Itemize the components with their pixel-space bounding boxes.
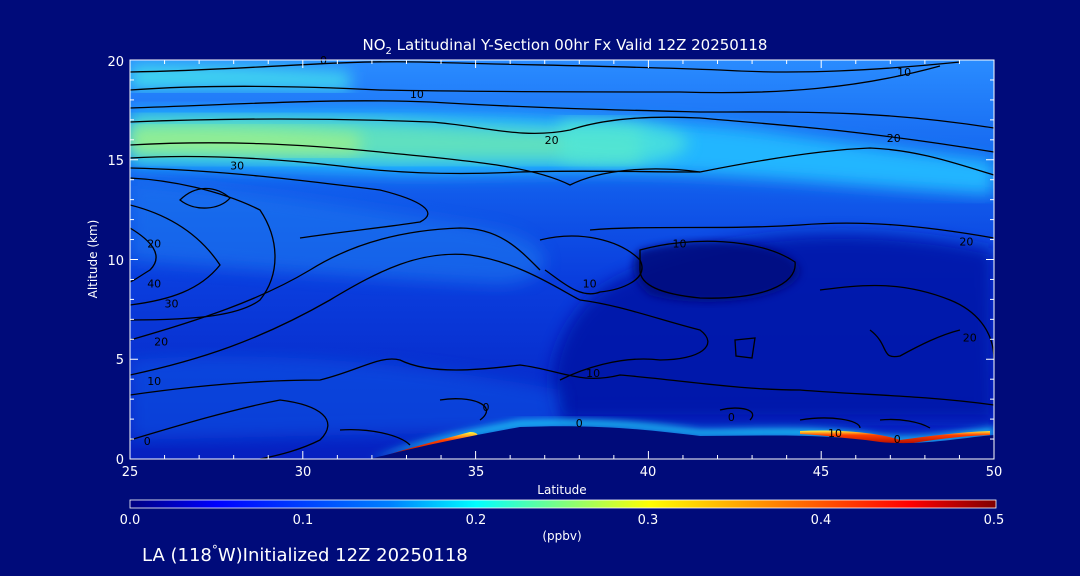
contour-line bbox=[130, 167, 429, 239]
contour-label: 20 bbox=[147, 238, 161, 251]
contour-line bbox=[130, 155, 701, 175]
contour-line bbox=[719, 407, 754, 421]
colorbar-tick-label: 0.5 bbox=[984, 513, 1005, 528]
y-tick-label: 10 bbox=[107, 254, 124, 269]
contour-label: 20 bbox=[963, 331, 977, 344]
contour-line bbox=[339, 429, 411, 446]
x-tick-label: 35 bbox=[468, 465, 485, 480]
x-tick-label: 45 bbox=[813, 465, 830, 480]
colorbar-gradient bbox=[129, 499, 997, 509]
contour-label: 20 bbox=[154, 335, 168, 348]
contour-line bbox=[130, 204, 221, 306]
contour-label: 10 bbox=[673, 238, 687, 251]
contour-line bbox=[130, 227, 157, 283]
colorbar-tick-label: 0.1 bbox=[293, 513, 314, 528]
y-tick-label: 20 bbox=[107, 55, 124, 70]
contour-label: 20 bbox=[887, 132, 901, 145]
y-tick-label: 5 bbox=[116, 353, 124, 368]
contour-label: 40 bbox=[147, 277, 161, 290]
contour-line bbox=[130, 100, 994, 129]
contour-line bbox=[130, 177, 276, 321]
contour-label: 0 bbox=[894, 433, 901, 446]
contour-label: 10 bbox=[897, 66, 911, 79]
contour-line bbox=[130, 65, 941, 94]
contour-line bbox=[130, 358, 994, 406]
contour-label: 20 bbox=[545, 134, 559, 147]
contour-label: 10 bbox=[410, 88, 424, 101]
contour-label: 10 bbox=[586, 367, 600, 380]
contour-line bbox=[869, 329, 961, 358]
x-tick-label: 30 bbox=[295, 465, 312, 480]
contour-label: 0 bbox=[576, 417, 583, 430]
contour-label: 20 bbox=[959, 236, 973, 249]
contour-label: 0 bbox=[728, 411, 735, 424]
footer-location-init: LA (118°W)Initialized 12Z 20250118 bbox=[142, 543, 468, 566]
contour-label: 30 bbox=[230, 160, 244, 173]
contour-label: 10 bbox=[147, 375, 161, 388]
contour-lines bbox=[130, 61, 994, 459]
x-axis: 25 30 35 40 45 50 Latitude bbox=[122, 465, 1003, 497]
contour-line bbox=[819, 284, 994, 361]
contour-label: 0 bbox=[144, 435, 151, 448]
colorbar-tick-label: 0.4 bbox=[811, 513, 832, 528]
contour-line bbox=[559, 299, 709, 381]
chart-title: NO2 Latitudinal Y-Section 00hr Fx Valid … bbox=[363, 36, 768, 57]
x-axis-label: Latitude bbox=[537, 483, 586, 497]
contour-line bbox=[130, 142, 994, 186]
x-tick-label: 50 bbox=[986, 465, 1003, 480]
y-tick-label: 0 bbox=[116, 453, 124, 468]
x-tick-label: 25 bbox=[122, 465, 139, 480]
contour-line bbox=[130, 61, 961, 73]
contour-line bbox=[539, 235, 643, 295]
contour-label: 10 bbox=[583, 277, 597, 290]
colorbar-tick-label: 0.0 bbox=[120, 513, 141, 528]
axis-ticks bbox=[129, 59, 995, 460]
colorbar: 0.0 0.1 0.2 0.3 0.4 0.5 (ppbv) bbox=[120, 499, 1005, 543]
contour-line bbox=[799, 417, 861, 429]
colorbar-tick-label: 0.2 bbox=[466, 513, 487, 528]
concentration-field bbox=[130, 60, 994, 459]
y-axis-label: Altitude (km) bbox=[86, 220, 100, 299]
contour-label: 30 bbox=[164, 297, 178, 310]
colorbar-units-label: (ppbv) bbox=[542, 529, 581, 543]
y-axis: 0 5 10 15 20 Altitude (km) bbox=[86, 55, 124, 468]
contour-line bbox=[439, 398, 488, 421]
contour-line bbox=[130, 227, 541, 341]
contour-line bbox=[639, 240, 796, 299]
contour-line bbox=[130, 116, 994, 153]
contour-line bbox=[589, 222, 994, 239]
contour-label: 10 bbox=[828, 427, 842, 440]
contour-line bbox=[734, 337, 756, 359]
contour-line bbox=[879, 418, 931, 429]
x-tick-label: 40 bbox=[640, 465, 657, 480]
contour-line bbox=[130, 253, 581, 376]
y-tick-label: 15 bbox=[107, 154, 124, 169]
colorbar-tick-label: 0.3 bbox=[638, 513, 659, 528]
contour-label: 0 bbox=[482, 401, 489, 414]
contour-line bbox=[130, 399, 329, 459]
